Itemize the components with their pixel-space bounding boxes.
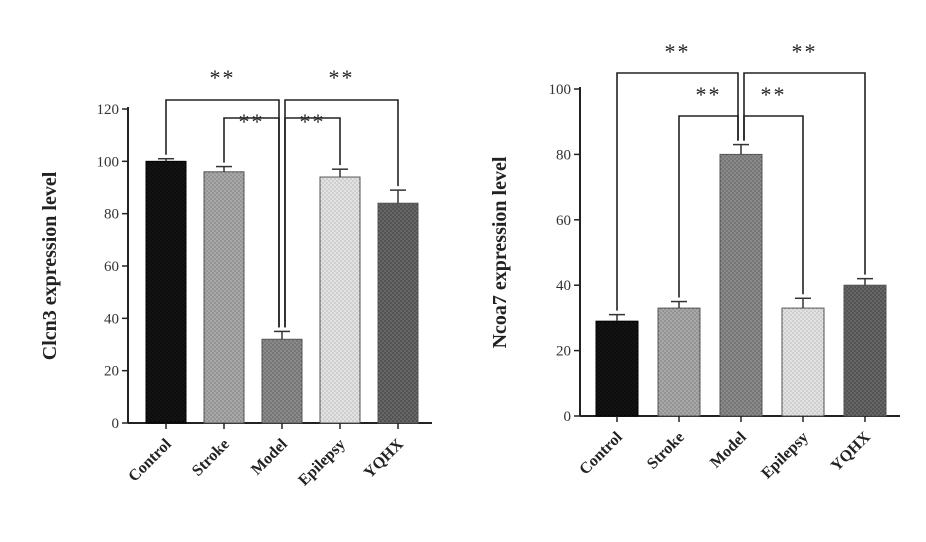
y-tick-label: 40 bbox=[556, 278, 571, 294]
y-axis-label: Ncoa7 expression level bbox=[489, 156, 511, 348]
y-tick-label: 0 bbox=[564, 409, 572, 425]
y-tick-label: 100 bbox=[549, 82, 572, 98]
significance-label: ** bbox=[792, 39, 818, 64]
significance-label: ** bbox=[239, 109, 265, 134]
y-tick-label: 60 bbox=[556, 213, 571, 229]
y-axis-label: Clcn3 expression level bbox=[39, 171, 61, 360]
significance-label: ** bbox=[665, 39, 691, 64]
y-tick-label: 100 bbox=[97, 154, 120, 170]
chart-1: 0 20 40 60 80 100 120 Clcn3 expression level Con… bbox=[39, 65, 432, 489]
y-tick-label: 20 bbox=[556, 344, 571, 360]
bar-stroke bbox=[204, 172, 244, 423]
bar-yqhx bbox=[378, 203, 418, 423]
y-tick-label: 40 bbox=[104, 311, 119, 327]
y-tick-label: 60 bbox=[104, 259, 119, 275]
bar-model bbox=[720, 154, 762, 416]
significance-label: ** bbox=[329, 65, 355, 90]
y-tick-label: 120 bbox=[97, 102, 120, 118]
bar-epilepsy bbox=[320, 177, 360, 423]
bar-stroke bbox=[658, 308, 700, 416]
y-tick-label: 0 bbox=[112, 416, 120, 432]
x-tick-label: Stroke bbox=[189, 436, 233, 480]
bar-yqhx bbox=[844, 285, 886, 416]
y-tick-label: 20 bbox=[104, 364, 119, 380]
x-tick-label: Model bbox=[248, 435, 291, 478]
x-tick-label: Stroke bbox=[644, 429, 688, 473]
bar-control bbox=[146, 161, 186, 423]
significance-label: ** bbox=[696, 82, 722, 107]
significance-label: ** bbox=[300, 109, 326, 134]
y-tick-label: 80 bbox=[556, 147, 571, 163]
x-tick-label: YQHX bbox=[361, 435, 407, 481]
x-tick-label: Epilepsy bbox=[295, 436, 349, 490]
x-tick-label: YQHX bbox=[828, 428, 874, 474]
bar-model bbox=[262, 339, 302, 423]
bar-epilepsy bbox=[782, 308, 824, 416]
significance-label: ** bbox=[761, 82, 787, 107]
chart-2: 0 20 40 60 80 100 Ncoa7 expression level Contro… bbox=[489, 39, 900, 482]
y-tick-label: 80 bbox=[104, 207, 119, 223]
x-tick-label: Epilepsy bbox=[758, 429, 812, 483]
significance-label: ** bbox=[210, 65, 236, 90]
x-tick-label: Control bbox=[576, 428, 626, 478]
x-tick-label: Control bbox=[125, 435, 175, 485]
x-tick-label: Model bbox=[707, 428, 750, 471]
bar-control bbox=[596, 321, 638, 416]
